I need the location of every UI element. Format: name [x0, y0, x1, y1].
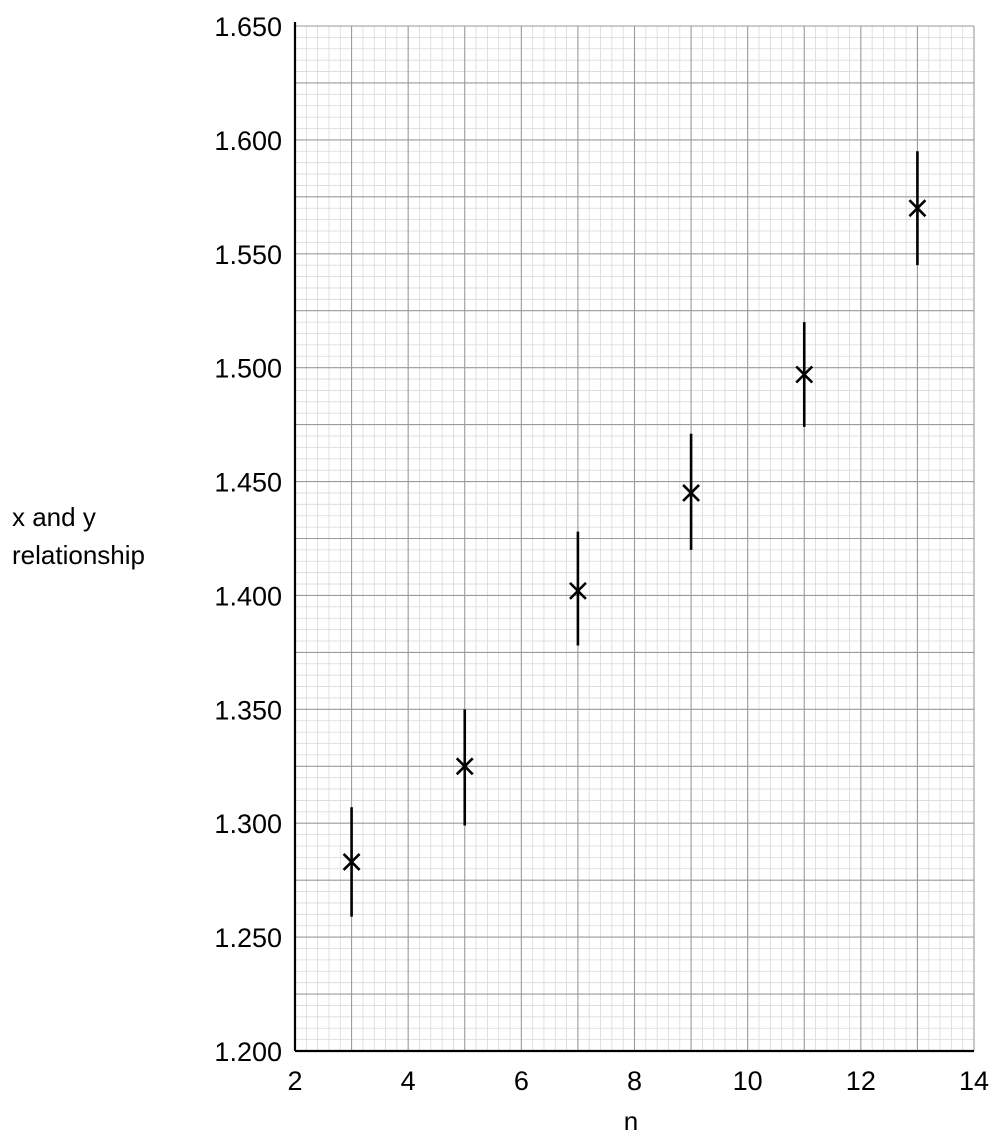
y-tick-label: 1.650	[214, 12, 282, 42]
y-axis-label-line-1: x and y	[12, 502, 96, 532]
y-tick-label: 1.400	[214, 581, 282, 611]
x-marker-stroke	[342, 853, 361, 871]
major-grid	[294, 25, 975, 1052]
x-tick-labels: 2 4 6 8 10 12 14	[287, 1066, 989, 1096]
y-tick-label: 1.350	[214, 695, 282, 725]
x-axis-label: n	[624, 1106, 638, 1136]
y-axis-label-line-2: relationship	[12, 540, 145, 570]
x-tick-label: 10	[733, 1066, 763, 1096]
x-marker-stroke	[568, 581, 587, 600]
y-tick-label: 1.250	[214, 923, 282, 953]
x-tick-label: 8	[627, 1066, 642, 1096]
x-marker-stroke	[455, 757, 474, 776]
x-tick-label: 2	[287, 1066, 302, 1096]
data-points	[342, 151, 927, 917]
data-point	[568, 531, 587, 646]
data-point	[908, 151, 927, 266]
x-marker-stroke	[795, 365, 814, 384]
x-marker-stroke	[682, 484, 701, 502]
x-tick-label: 4	[401, 1066, 416, 1096]
y-tick-label: 1.200	[214, 1037, 282, 1067]
x-tick-label: 14	[959, 1066, 989, 1096]
y-tick-label: 1.500	[214, 354, 282, 384]
y-tick-label: 1.550	[214, 240, 282, 270]
axes	[293, 22, 974, 1053]
data-point	[455, 709, 474, 826]
x-tick-label: 6	[514, 1066, 529, 1096]
y-tick-labels: 1.200 1.250 1.300 1.350 1.400 1.450 1.500 1.550…	[214, 12, 282, 1067]
data-point	[795, 322, 814, 427]
data-point	[682, 433, 701, 550]
data-point	[342, 807, 361, 917]
x-tick-label: 12	[846, 1066, 876, 1096]
y-tick-label: 1.600	[214, 126, 282, 156]
y-tick-label: 1.450	[214, 468, 282, 498]
y-tick-label: 1.300	[214, 809, 282, 839]
x-marker-stroke	[908, 199, 927, 218]
